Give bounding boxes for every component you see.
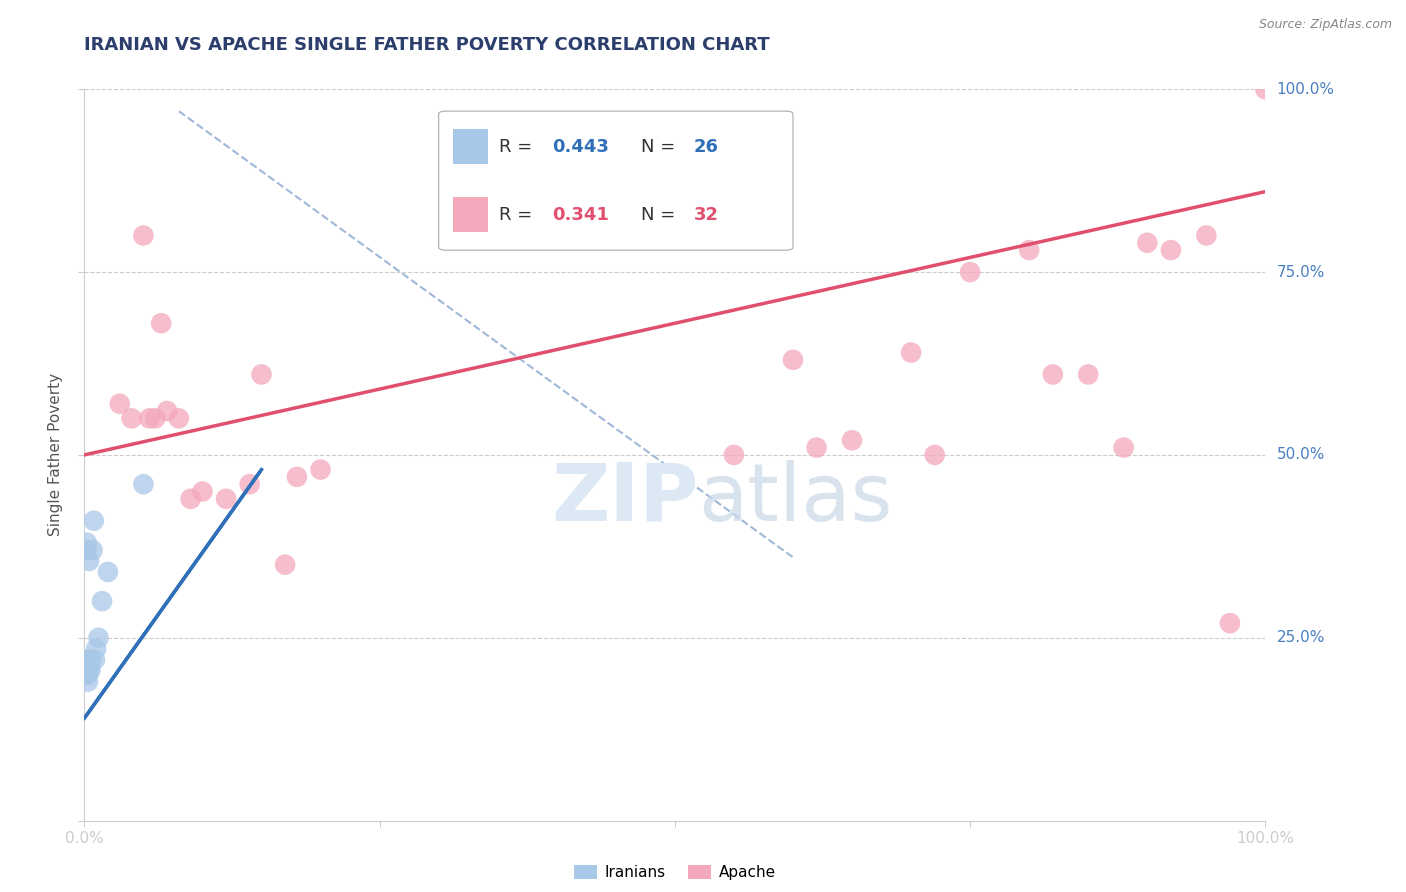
Point bbox=[924, 448, 946, 462]
Point bbox=[87, 631, 110, 645]
Point bbox=[84, 653, 107, 667]
Y-axis label: Single Father Poverty: Single Father Poverty bbox=[48, 374, 63, 536]
Point bbox=[91, 594, 114, 608]
Point bbox=[75, 653, 97, 667]
Point bbox=[77, 653, 100, 667]
Point bbox=[77, 554, 100, 568]
Point bbox=[959, 265, 981, 279]
Text: 50.0%: 50.0% bbox=[1277, 448, 1324, 462]
Point bbox=[285, 470, 308, 484]
Point bbox=[1254, 82, 1277, 96]
Text: 75.0%: 75.0% bbox=[1277, 265, 1324, 279]
Point bbox=[1112, 441, 1135, 455]
Point bbox=[82, 543, 104, 558]
Point bbox=[250, 368, 273, 382]
Point bbox=[782, 352, 804, 367]
Point bbox=[138, 411, 160, 425]
Point bbox=[1219, 616, 1241, 631]
Point bbox=[156, 404, 179, 418]
Point bbox=[76, 657, 98, 671]
Point bbox=[806, 441, 828, 455]
Point bbox=[132, 228, 155, 243]
Legend: Iranians, Apache: Iranians, Apache bbox=[568, 859, 782, 886]
Text: 25.0%: 25.0% bbox=[1277, 631, 1324, 645]
Point bbox=[77, 667, 100, 681]
Point bbox=[79, 660, 101, 674]
Point bbox=[77, 674, 100, 689]
Point bbox=[309, 462, 332, 476]
Point bbox=[76, 667, 98, 681]
Point bbox=[841, 434, 863, 448]
Point bbox=[75, 657, 97, 671]
Point bbox=[143, 411, 166, 425]
Point bbox=[1136, 235, 1159, 250]
Text: IRANIAN VS APACHE SINGLE FATHER POVERTY CORRELATION CHART: IRANIAN VS APACHE SINGLE FATHER POVERTY … bbox=[84, 36, 770, 54]
Point bbox=[274, 558, 297, 572]
Point bbox=[1042, 368, 1064, 382]
Point bbox=[1195, 228, 1218, 243]
Point bbox=[108, 397, 131, 411]
Point bbox=[84, 641, 107, 656]
Point bbox=[80, 653, 103, 667]
Text: ZIP: ZIP bbox=[551, 459, 699, 538]
Point bbox=[121, 411, 143, 425]
Point bbox=[76, 543, 98, 558]
Point bbox=[723, 448, 745, 462]
Point bbox=[167, 411, 190, 425]
Point bbox=[239, 477, 262, 491]
Point bbox=[73, 653, 96, 667]
Point bbox=[132, 477, 155, 491]
Point bbox=[191, 484, 214, 499]
Point bbox=[97, 565, 120, 579]
Text: Source: ZipAtlas.com: Source: ZipAtlas.com bbox=[1258, 18, 1392, 31]
Point bbox=[83, 514, 105, 528]
Point bbox=[79, 664, 101, 678]
Point bbox=[180, 491, 202, 506]
Point bbox=[150, 316, 173, 330]
Point bbox=[215, 491, 238, 506]
Point bbox=[1018, 243, 1040, 257]
Point bbox=[77, 657, 100, 671]
Point bbox=[73, 660, 96, 674]
Text: 100.0%: 100.0% bbox=[1277, 82, 1334, 96]
Point bbox=[76, 535, 98, 549]
Text: atlas: atlas bbox=[699, 459, 893, 538]
Point bbox=[75, 667, 97, 681]
Point bbox=[1160, 243, 1182, 257]
Point bbox=[75, 657, 97, 671]
Point bbox=[1077, 368, 1099, 382]
Point bbox=[900, 345, 922, 359]
